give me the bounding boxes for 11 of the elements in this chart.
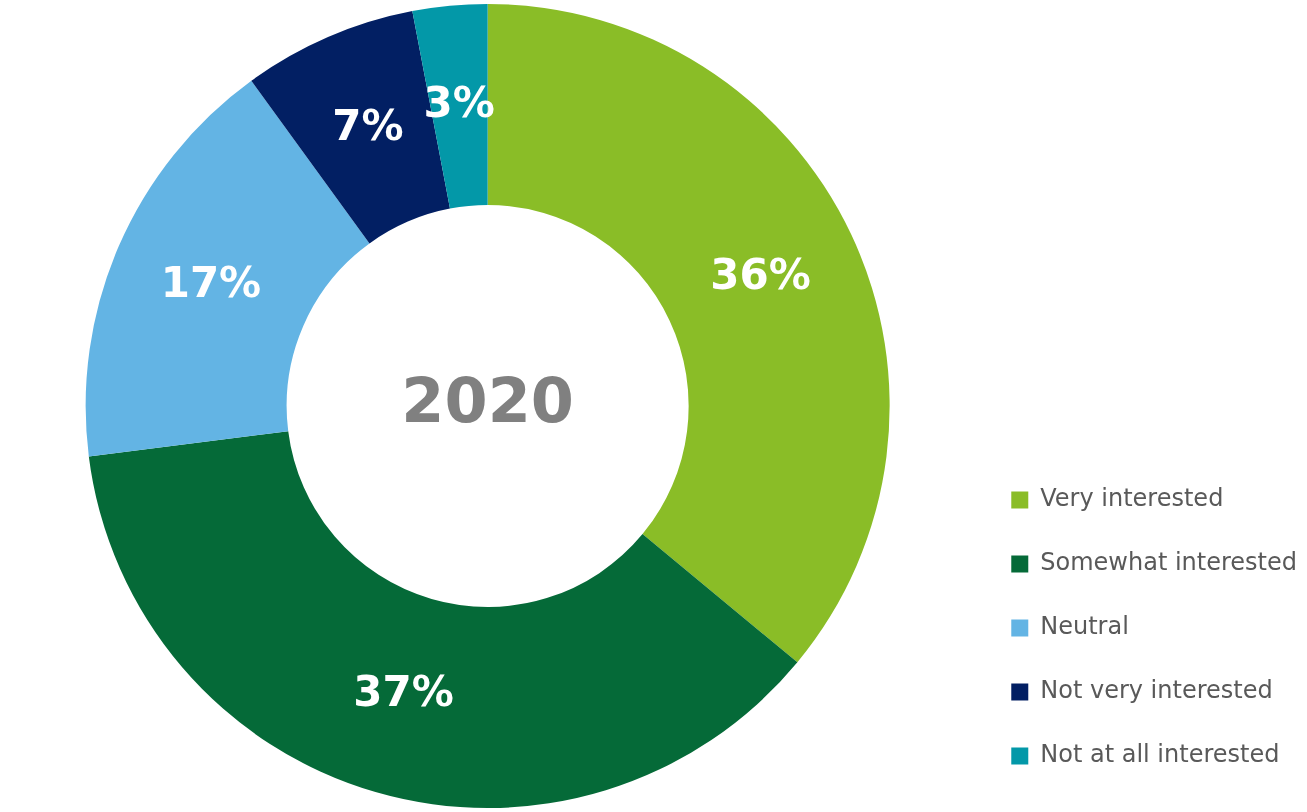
- legend-label: Somewhat interested: [1040, 548, 1298, 577]
- text: 2020: [401, 364, 574, 438]
- data-label: 17%: [160, 258, 262, 308]
- data-label: 3%: [423, 77, 495, 127]
- legend-label: Very interested: [1040, 484, 1224, 513]
- data-label: 36%: [710, 249, 811, 299]
- legend-label: Not at all interested: [1040, 740, 1280, 769]
- legend-label: Neutral: [1040, 612, 1129, 641]
- data-label: 7%: [332, 101, 404, 151]
- data-label: 37%: [353, 667, 454, 717]
- legend-label: Not very interested: [1040, 676, 1273, 705]
